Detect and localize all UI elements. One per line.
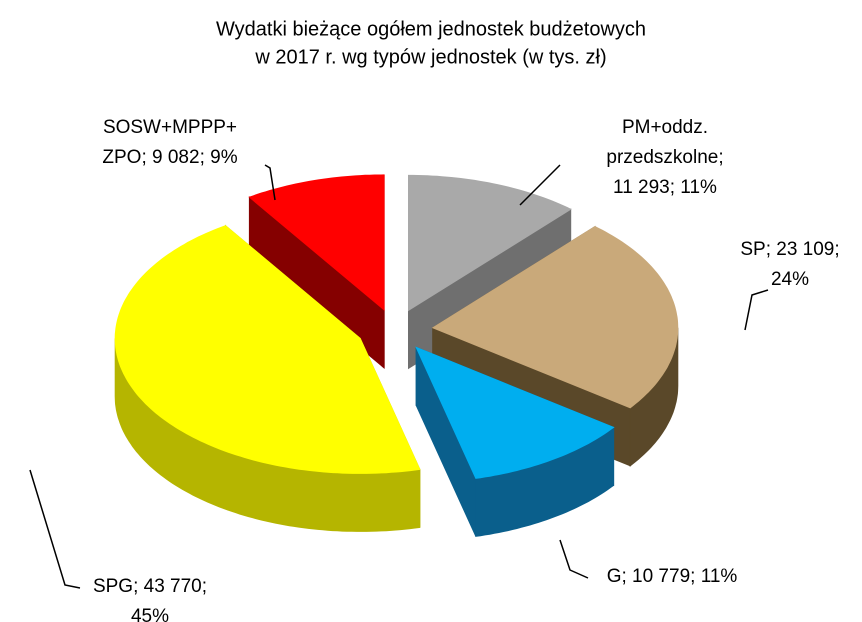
chart-title: w 2017 r. wg typów jednostek (w tys. zł) (254, 46, 606, 68)
leader-line (29, 469, 81, 589)
data-label: 24% (771, 269, 809, 290)
leader-line (519, 164, 561, 206)
slice (114, 225, 421, 474)
data-label: 11 293; 11% (613, 177, 717, 198)
leader-line (744, 289, 769, 331)
slice (248, 174, 385, 369)
data-label: SOSW+MPPP+ (103, 117, 237, 138)
slice (114, 224, 421, 532)
data-label: SPG; 43 770; (93, 576, 207, 597)
data-label: G; 10 779; 11% (607, 566, 738, 587)
data-label: ZPO; 9 082; 9% (102, 147, 237, 168)
data-label: 45% (131, 606, 169, 622)
leader-line (264, 164, 276, 201)
data-label: SP; 23 109; (740, 239, 839, 260)
slice (248, 174, 385, 311)
slice (415, 346, 615, 537)
slice (408, 174, 572, 312)
leader-line (559, 539, 589, 579)
data-label: przedszkolne; (606, 147, 723, 168)
slice (415, 346, 615, 479)
pie (114, 174, 679, 537)
chart-title: Wydatki bieżące ogółem jednostek budżeto… (216, 18, 646, 40)
data-label: PM+oddz. (622, 117, 708, 138)
slice (431, 226, 679, 409)
